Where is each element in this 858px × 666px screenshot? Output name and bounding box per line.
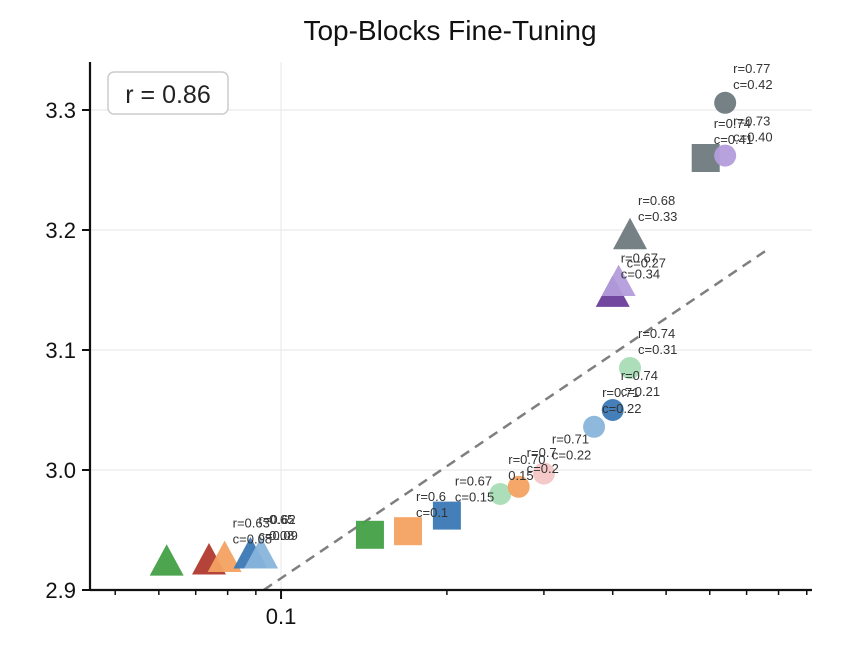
point-label-r: r=0.77 bbox=[733, 61, 770, 76]
point-circle bbox=[583, 415, 606, 438]
point-label-c: c=0.33 bbox=[638, 209, 677, 224]
y-tick-label: 3.3 bbox=[45, 98, 76, 123]
point-labels: r=0.63c=0.08r=0.62c=0.090.650.08r=0.6c=0… bbox=[233, 61, 773, 547]
point-label-r: 0.65 bbox=[269, 512, 294, 527]
point-label-c: c=0.34 bbox=[621, 266, 660, 281]
point-label-c: c=0.08 bbox=[233, 532, 272, 547]
point-label-c: c=0.22 bbox=[552, 448, 591, 463]
point-label-c: c=0.31 bbox=[638, 342, 677, 357]
y-tick-label: 3.2 bbox=[45, 218, 76, 243]
point-label-r: r=0.73 bbox=[733, 114, 770, 129]
point-triangle bbox=[613, 217, 648, 250]
point-label-r: r=0.74 bbox=[714, 116, 751, 131]
point-label-r: r=0.6 bbox=[416, 489, 446, 504]
point-label-r: r=0.63 bbox=[233, 516, 270, 531]
point-label-r: r=0.67 bbox=[621, 250, 658, 265]
point-label-r: r=0.74 bbox=[638, 326, 675, 341]
y-ticks: 2.9 3.0 3.1 3.2 3.3 bbox=[45, 98, 90, 603]
point-circle bbox=[619, 357, 642, 379]
y-tick-label: 3.1 bbox=[45, 338, 76, 363]
point-triangle bbox=[207, 540, 242, 573]
point-circle bbox=[714, 144, 737, 167]
point-label-c: c=0.09 bbox=[258, 528, 297, 543]
point-triangle bbox=[149, 544, 184, 576]
fit-line bbox=[262, 249, 767, 592]
y-tick-label: 3.0 bbox=[45, 458, 76, 483]
correlation-label: r = 0.86 bbox=[125, 81, 210, 109]
correlation-box bbox=[107, 71, 229, 115]
point-circle bbox=[489, 483, 512, 505]
point-circle bbox=[507, 475, 530, 498]
point-square bbox=[355, 520, 384, 549]
x-tick-label: 0.1 bbox=[266, 604, 297, 629]
point-label-r: r=0.71 bbox=[552, 432, 589, 447]
point-label-c: c=0.2 bbox=[527, 461, 559, 476]
point-label-r: r=0.71 bbox=[602, 385, 639, 400]
point-label-c: c=0.15 bbox=[455, 490, 494, 505]
point-square bbox=[432, 501, 461, 530]
point-label-c: 0.08 bbox=[269, 528, 294, 543]
chart-title: Top-Blocks Fine-Tuning bbox=[303, 15, 596, 46]
point-label-c: c=0.42 bbox=[733, 77, 772, 92]
point-label-c: c=0.21 bbox=[621, 384, 660, 399]
point-label-r: r=0.7 bbox=[527, 445, 557, 460]
point-label-c: 0.15 bbox=[508, 468, 533, 483]
point-triangle bbox=[601, 264, 636, 297]
point-circle bbox=[714, 91, 737, 114]
point-label-c: c=0.40 bbox=[733, 130, 772, 145]
point-label-r: r=0.74 bbox=[621, 368, 658, 383]
x-ticks: 0.1 bbox=[114, 590, 808, 629]
point-label-r: r=0.67 bbox=[455, 474, 492, 489]
data-points bbox=[149, 91, 737, 576]
point-label-c: c=0.1 bbox=[416, 505, 448, 520]
point-circle bbox=[601, 399, 624, 421]
point-label-r: r=0.62 bbox=[258, 512, 295, 527]
point-circle bbox=[532, 462, 555, 485]
y-tick-label: 2.9 bbox=[45, 578, 76, 603]
point-label-r: r=0.68 bbox=[638, 193, 675, 208]
point-triangle bbox=[244, 537, 279, 569]
point-label-r: r=0.70 bbox=[508, 452, 545, 467]
point-square bbox=[394, 517, 423, 546]
point-label-c: c=0.27 bbox=[627, 256, 666, 271]
point-label-c: c=0.41 bbox=[714, 132, 753, 147]
point-label-c: c=0.22 bbox=[602, 401, 641, 416]
